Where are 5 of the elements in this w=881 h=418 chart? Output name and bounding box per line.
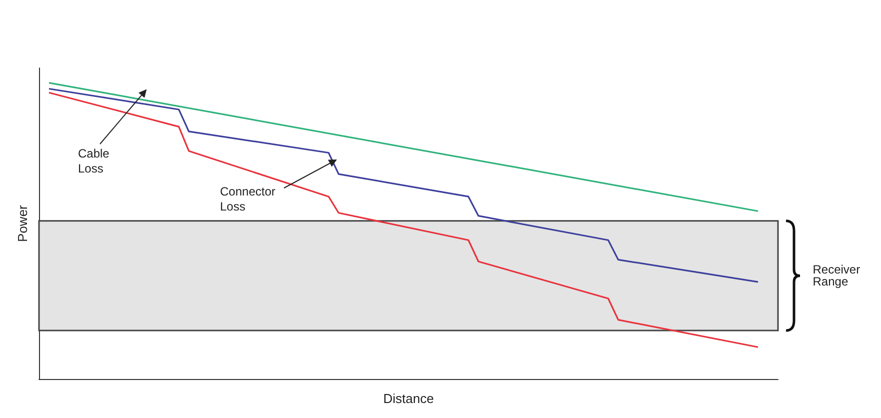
annotation: Connector Loss: [220, 184, 276, 214]
x-axis-title: Distance: [383, 391, 434, 406]
y-axis-title: Power: [15, 204, 30, 242]
annotation: Cable Loss: [78, 146, 110, 176]
band-label: Receiver Range: [812, 262, 864, 289]
